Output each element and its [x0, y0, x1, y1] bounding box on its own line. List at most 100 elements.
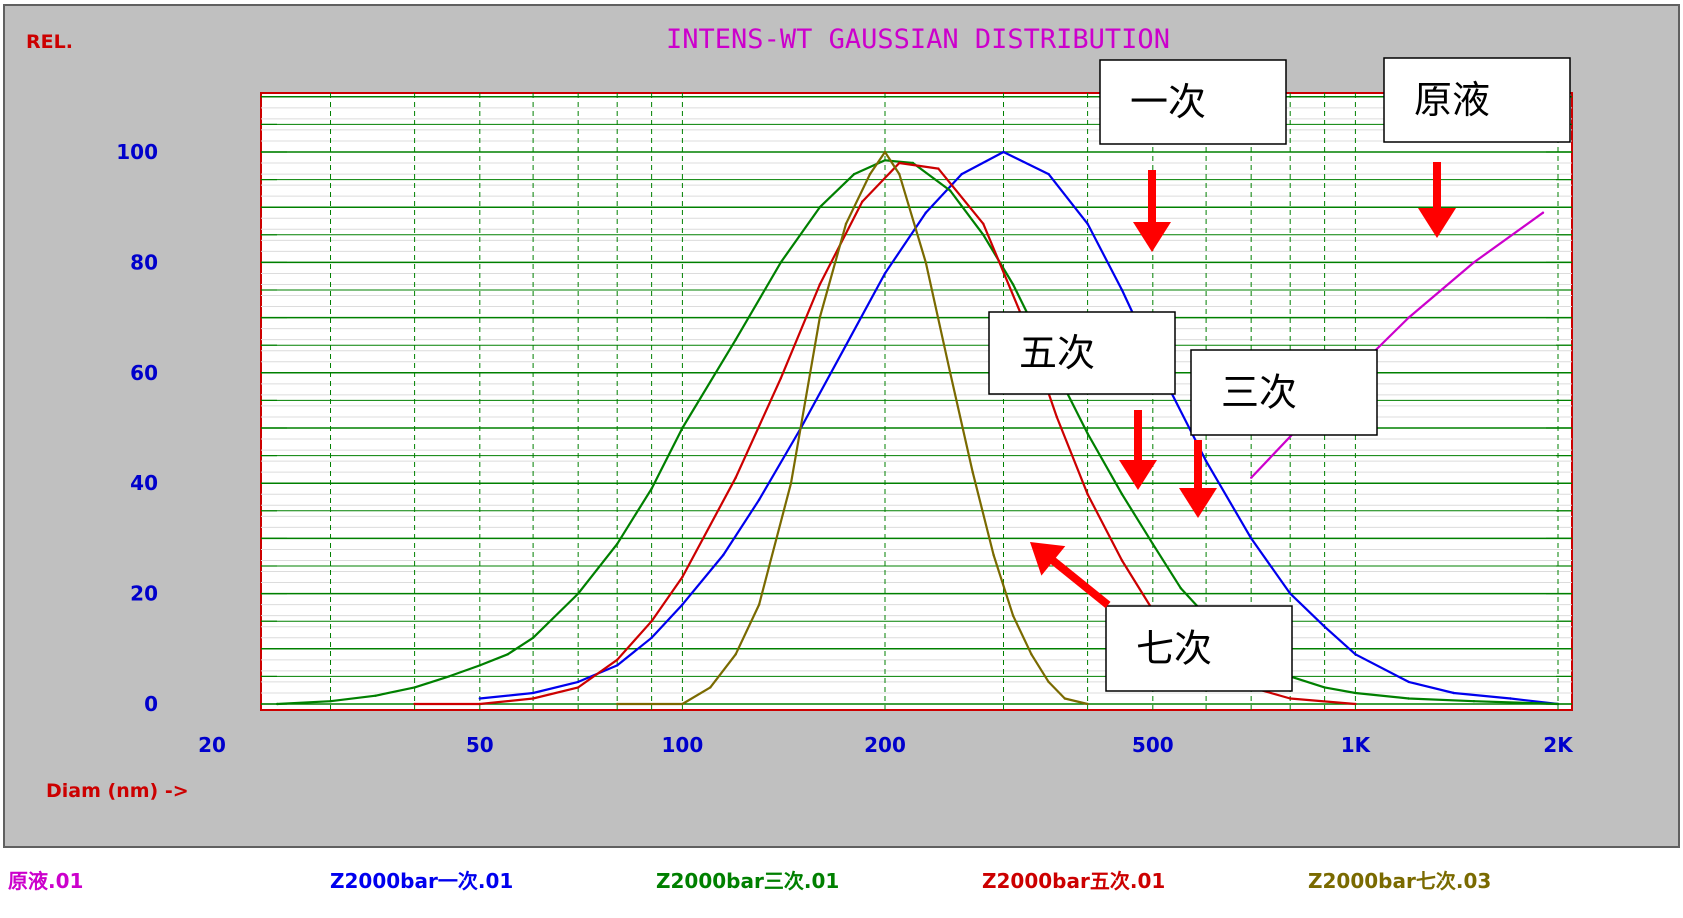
series-1-point-7	[757, 498, 761, 501]
red-arrow-icon	[1179, 440, 1217, 518]
series-1-point-13	[1002, 150, 1005, 154]
series-3-point-11	[898, 161, 901, 165]
series-2-point-0	[276, 702, 279, 706]
series-2-point-18	[949, 189, 952, 192]
series-4-point-3	[734, 653, 737, 656]
series-4-point-18	[1063, 697, 1067, 700]
annotation-box	[1190, 349, 1378, 436]
series-2-point-6	[506, 653, 509, 656]
series-1-point-12	[960, 172, 963, 176]
chart-title: INTENS-WT GAUSSIAN DISTRIBUTION	[666, 24, 1170, 55]
series-2-point-24	[1151, 542, 1155, 546]
legend-item-4: Z2000bar七次.03	[1308, 869, 1491, 893]
series-2-point-8	[577, 592, 580, 595]
series-line-4	[617, 150, 1088, 706]
series-1-point-21	[1323, 625, 1326, 628]
series-1-point-16	[1120, 288, 1124, 292]
series-1-point-9	[844, 344, 848, 347]
series-4-point-8	[868, 172, 872, 176]
series-0-point-2	[1407, 316, 1410, 319]
series-0-point-4	[1541, 211, 1545, 214]
series-1-point-22	[1354, 653, 1357, 656]
annotation-box	[988, 311, 1176, 395]
series-3-point-22	[1354, 702, 1357, 706]
series-4-point-15	[1011, 614, 1015, 617]
x-axis-label: Diam (nm) ->	[46, 780, 189, 802]
series-2-point-12	[734, 338, 737, 341]
series-2-point-25	[1179, 586, 1182, 590]
series-2-point-31	[1407, 697, 1410, 700]
series-1-point-25	[1509, 697, 1512, 700]
x-tick-label: 50	[466, 733, 494, 757]
series-4-point-19	[1086, 702, 1089, 706]
series-2-point-23	[1120, 493, 1124, 496]
series-3-point-17	[1120, 559, 1124, 562]
series-3-point-2	[531, 697, 535, 700]
series-4-point-6	[818, 316, 821, 319]
x-tick-label: 100	[662, 733, 704, 757]
series-4-point-4	[757, 603, 761, 606]
legend-item-2: Z2000bar三次.01	[656, 869, 839, 893]
series-3-point-15	[1055, 415, 1059, 419]
y-tick-label: 20	[130, 582, 158, 606]
annotation-label: 五次	[1019, 331, 1095, 375]
series-2-point-14	[818, 206, 821, 209]
series-3-point-4	[616, 658, 619, 661]
series-2-point-33	[1556, 702, 1560, 706]
series-3-point-9	[818, 283, 821, 286]
series-4-point-0	[616, 702, 619, 706]
series-3-point-16	[1086, 493, 1089, 496]
series-2-point-20	[1011, 283, 1015, 286]
annotation-label: 原液	[1414, 78, 1490, 122]
series-1-point-2	[577, 680, 580, 684]
series-3-point-7	[734, 476, 737, 479]
annotation-label: 一次	[1130, 80, 1206, 124]
series-2-point-9	[616, 542, 619, 546]
legend-item-1: Z2000bar一次.01	[330, 869, 513, 893]
series-4-point-14	[992, 553, 995, 557]
series-0-point-0	[1250, 476, 1253, 479]
series-2-point-17	[911, 161, 915, 165]
series-1-point-14	[1047, 172, 1050, 176]
series-1-point-15	[1086, 222, 1089, 225]
series-3-point-12	[937, 167, 940, 170]
tick-labels: 0 20 40 60 80 100 20 50 100 200 500 1K 2K	[116, 140, 1574, 757]
series-1-point-18	[1204, 459, 1208, 463]
x-tick-label: 20	[198, 733, 226, 757]
series-3-point-8	[779, 377, 782, 380]
annotation-label: 三次	[1221, 371, 1297, 415]
series-2-point-4	[447, 675, 451, 678]
series-2-point-2	[374, 694, 377, 697]
series-2-point-30	[1354, 691, 1357, 695]
series-4-point-10	[898, 172, 901, 176]
series-4-point-12	[949, 371, 952, 374]
series-1-point-0	[478, 697, 481, 700]
series-2-point-3	[413, 686, 416, 689]
y-tick-label: 40	[130, 471, 158, 495]
series-2-point-32	[1472, 700, 1476, 703]
series-1-point-24	[1452, 691, 1456, 695]
x-tick-label: 2K	[1543, 733, 1574, 757]
series-3-point-10	[861, 200, 864, 203]
series-1-point-6	[722, 553, 725, 557]
series-1-point-20	[1289, 592, 1292, 595]
series-4-point-17	[1047, 680, 1050, 684]
series-4-point-9	[883, 150, 887, 154]
y-tick-label: 80	[130, 250, 158, 274]
series-0-point-3	[1472, 261, 1476, 264]
series-1-point-1	[531, 691, 535, 695]
series-1-point-10	[883, 272, 887, 275]
series-2-point-13	[779, 261, 782, 264]
series-2-point-5	[478, 664, 481, 667]
series-2-point-1	[329, 700, 332, 703]
series-1-point-5	[681, 603, 684, 606]
y-tick-label: 60	[130, 361, 158, 385]
x-tick-label: 200	[864, 733, 906, 757]
series-2-point-22	[1086, 432, 1089, 435]
red-arrow-icon	[1418, 162, 1456, 238]
series-4-point-13	[971, 471, 974, 474]
series-1-point-4	[650, 636, 653, 639]
series-2-point-10	[650, 487, 653, 490]
series-4-point-1	[681, 702, 684, 706]
